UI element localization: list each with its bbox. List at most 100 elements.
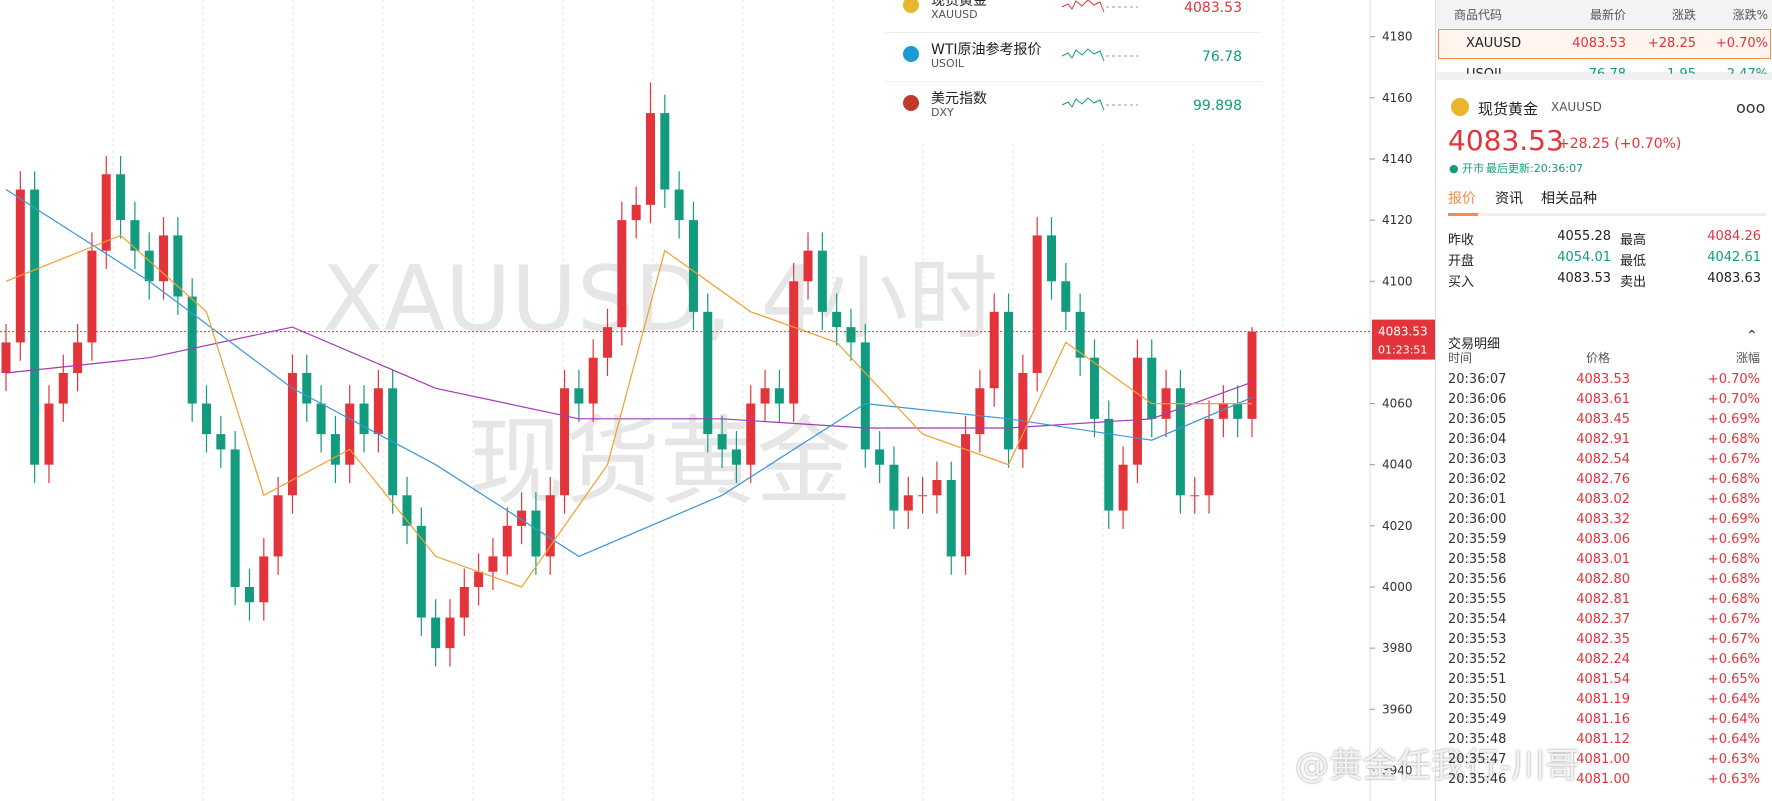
y-tick-label: 4000	[1382, 580, 1413, 594]
stat-value: 4054.01	[1557, 250, 1611, 265]
candle-body	[130, 220, 140, 251]
watch-name[interactable]: WTI原油参考报价	[931, 42, 1042, 58]
candle-body	[173, 235, 183, 297]
more-button[interactable]: ooo	[1736, 98, 1766, 117]
candle-body	[316, 403, 326, 435]
moving-average	[5, 188, 1253, 558]
y-tick-label: 4040	[1382, 458, 1413, 472]
tab-bar	[1448, 213, 1766, 216]
watch-code: XAUUSD	[931, 8, 978, 21]
column-header: 商品代码	[1454, 8, 1503, 22]
y-tick-label: 4060	[1382, 397, 1413, 411]
trade-cell: 20:35:58	[1448, 552, 1507, 567]
stat-label: 卖出	[1620, 275, 1647, 290]
trade-cell: +0.68%	[1707, 552, 1760, 567]
y-tick-label: 3940	[1382, 763, 1413, 777]
candle-body	[402, 495, 412, 526]
trade-column: 涨幅	[1735, 351, 1760, 365]
trade-cell: +0.63%	[1707, 772, 1760, 787]
trade-cell: 4081.19	[1576, 692, 1630, 707]
quote-cell[interactable]: 4083.53	[1572, 36, 1626, 51]
trade-cell: +0.64%	[1707, 692, 1760, 707]
candle-body	[359, 403, 369, 435]
quote-name: 现货黄金	[1478, 100, 1539, 118]
candle-body	[345, 403, 355, 465]
y-tick-label: 4100	[1382, 274, 1413, 288]
candle-body	[87, 250, 97, 343]
divider	[885, 81, 1262, 82]
candle-body	[889, 464, 899, 511]
candle-body	[746, 403, 756, 465]
stat-value: 4083.63	[1707, 271, 1761, 286]
trade-cell: +0.70%	[1707, 392, 1760, 407]
trade-cell: 4083.06	[1576, 532, 1630, 547]
trade-cell: 20:36:05	[1448, 412, 1507, 427]
weibo-watermark: @黄金任我行-川哥	[1295, 746, 1580, 786]
quote-cell[interactable]: 76.78	[1589, 67, 1626, 74]
chart: XAUUSD, 4小时 现货黄金 4180 4160 4140 4120 4100 406…	[0, 0, 1435, 801]
candle-body	[660, 113, 670, 190]
trade-cell: 4081.54	[1576, 672, 1630, 687]
trades-title: 交易明细	[1448, 337, 1501, 352]
trade-cell: 20:36:06	[1448, 392, 1507, 407]
quote-cell[interactable]: +0.70%	[1715, 36, 1768, 51]
stat-value: 4084.26	[1707, 229, 1761, 244]
trade-cell: 4082.91	[1576, 432, 1630, 447]
candle-body	[1118, 464, 1128, 511]
trade-cell: 20:35:47	[1448, 752, 1507, 767]
trade-cell: +0.63%	[1707, 752, 1760, 767]
divider	[1436, 72, 1772, 80]
watch-name[interactable]: 美元指数	[931, 91, 987, 107]
candle-body	[1089, 357, 1099, 419]
trade-cell: +0.68%	[1707, 592, 1760, 607]
watch-code: DXY	[931, 106, 954, 119]
candle-body	[1, 342, 11, 373]
candle-body	[789, 281, 799, 404]
icon	[903, 95, 919, 111]
quote-cell[interactable]: XAUUSD	[1466, 36, 1522, 51]
trade-cell: 4082.35	[1576, 632, 1630, 647]
candle-body	[244, 586, 254, 603]
trade-cell: 4083.61	[1576, 392, 1630, 407]
trade-cell: +0.70%	[1707, 372, 1760, 387]
candle-body	[488, 556, 498, 572]
trade-cell: 20:36:04	[1448, 432, 1507, 447]
quote-cell[interactable]: -2.47%	[1722, 67, 1768, 74]
watermark: XAUUSD, 4小时	[322, 247, 998, 352]
stat-label: 最低	[1620, 254, 1647, 269]
divider	[885, 32, 1262, 33]
trade-cell: +0.65%	[1707, 672, 1760, 687]
trade-cell: 4083.01	[1576, 552, 1630, 567]
candle-body	[560, 388, 570, 496]
candle-body	[631, 204, 641, 221]
candle-body	[875, 449, 885, 465]
candle-body	[603, 327, 613, 358]
tab[interactable]: 报价	[1448, 191, 1476, 207]
trade-cell: 4081.00	[1576, 772, 1630, 787]
trade-cell: 4083.45	[1576, 412, 1630, 427]
trade-cell: 20:35:55	[1448, 592, 1507, 607]
tab[interactable]: 资讯	[1495, 191, 1523, 207]
tab[interactable]: 相关品种	[1541, 191, 1597, 207]
trade-cell: +0.64%	[1707, 732, 1760, 747]
last-update: 最后更新:20:36:07	[1486, 162, 1584, 175]
trade-cell: 4082.76	[1576, 472, 1630, 487]
candle-body	[159, 235, 169, 282]
trade-cell: 4083.53	[1576, 372, 1630, 387]
trade-cell: 4082.81	[1576, 592, 1630, 607]
candle-body	[330, 434, 340, 465]
trade-cell: 20:35:49	[1448, 712, 1507, 727]
trade-cell: 20:35:53	[1448, 632, 1507, 647]
quote-cell[interactable]: USOIL	[1466, 67, 1505, 74]
quote-cell[interactable]: -1.95	[1662, 67, 1696, 74]
collapse[interactable]: ⌃	[1746, 328, 1758, 344]
candle-body	[803, 250, 813, 282]
watch-name[interactable]: 现货黄金	[931, 0, 987, 9]
trade-cell: +0.64%	[1707, 712, 1760, 727]
quote-cell[interactable]: +28.25	[1647, 36, 1696, 51]
candle-body	[961, 434, 971, 557]
selected-row[interactable]	[1438, 29, 1771, 59]
moving-average	[5, 234, 1252, 588]
y-tick-label: 4020	[1382, 519, 1413, 533]
trade-cell: 20:35:59	[1448, 532, 1507, 547]
